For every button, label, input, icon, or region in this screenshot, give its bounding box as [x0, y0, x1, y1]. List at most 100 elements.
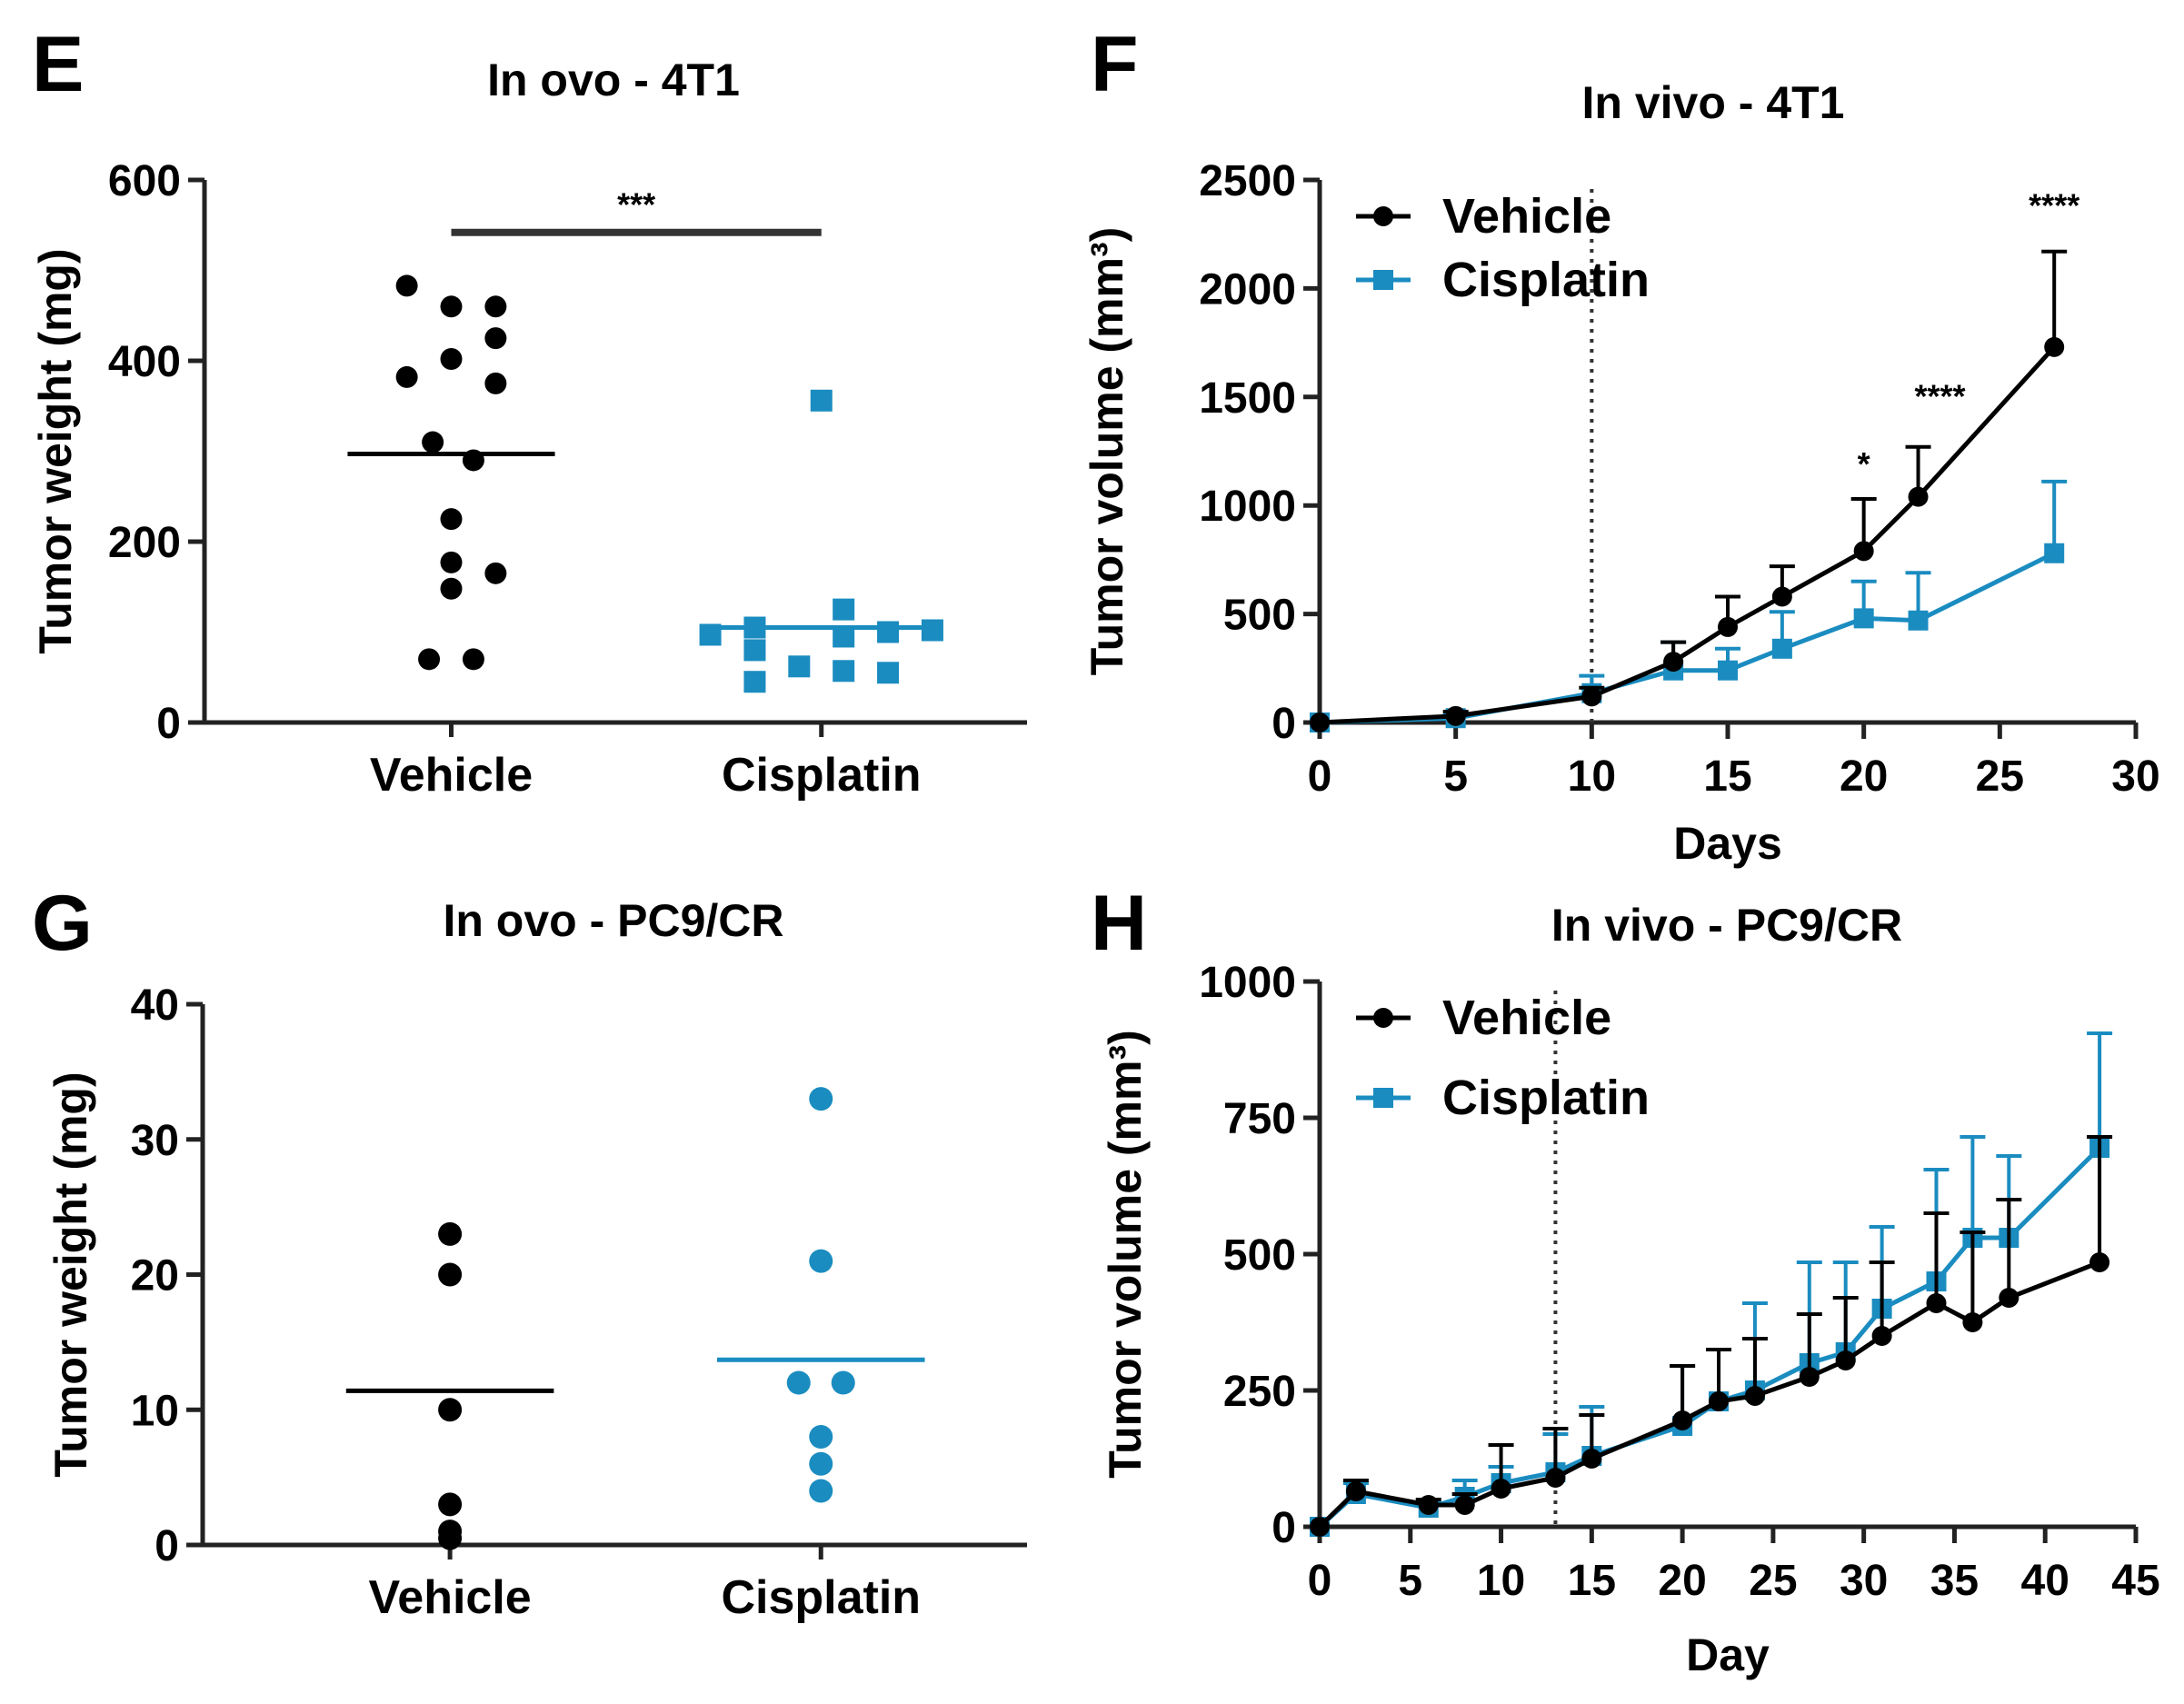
data-point — [788, 655, 811, 678]
significance-label: **** — [2029, 187, 2079, 224]
data-point — [877, 621, 900, 643]
panel-e: E In ovo - 4T1 0 200 400 600 Tumor weight (mg)… — [30, 21, 1027, 802]
x-category-label: Vehicle — [368, 1571, 531, 1624]
x-category-label: Vehicle — [370, 749, 533, 802]
y-tick-label: 0 — [156, 700, 181, 748]
y-tick-label: 600 — [108, 157, 181, 205]
data-point — [810, 389, 833, 412]
x-category-label: Cisplatin — [722, 749, 922, 802]
data-point — [1962, 1312, 1983, 1332]
chart-title: In ovo - PC9/CR — [443, 895, 783, 946]
data-point — [1581, 686, 1602, 707]
y-tick-label: 20 — [131, 1252, 179, 1300]
y-axis-label: Tumor volume (mm³) — [1100, 1030, 1151, 1479]
data-point — [786, 1370, 811, 1395]
y-tick-label: 1000 — [1199, 483, 1296, 531]
data-point — [484, 295, 507, 318]
data-point — [1835, 1350, 1856, 1370]
y-axis-label: Tumor volume (mm³) — [1082, 227, 1132, 676]
data-point — [438, 1262, 463, 1287]
data-point — [484, 372, 507, 394]
data-point — [921, 619, 943, 642]
data-point — [877, 662, 900, 684]
data-point — [440, 577, 463, 600]
panel-letter: E — [32, 21, 84, 108]
series-vehicle — [1310, 249, 2068, 732]
data-point — [1799, 1367, 1820, 1387]
legend-marker — [1373, 1008, 1393, 1028]
x-tick-label: 10 — [1568, 752, 1616, 801]
y-tick-label: 40 — [131, 982, 179, 1030]
significance-label: *** — [617, 186, 655, 224]
data-point — [395, 365, 418, 388]
data-point — [1545, 1468, 1566, 1488]
x-tick-label: 25 — [1976, 752, 2024, 801]
legend-marker — [1373, 206, 1393, 226]
data-point — [1491, 1479, 1511, 1499]
y-tick-label: 0 — [155, 1522, 179, 1570]
data-point — [438, 1492, 463, 1517]
data-point — [418, 648, 441, 671]
panel-letter: H — [1091, 880, 1147, 967]
data-point — [809, 1479, 833, 1503]
y-tick-label: 200 — [108, 519, 181, 567]
series-vehicle — [347, 274, 555, 671]
data-point — [833, 598, 855, 621]
data-point — [699, 623, 722, 646]
series-cisplatin — [1310, 1031, 2113, 1537]
data-point — [833, 660, 855, 683]
data-point — [395, 274, 418, 297]
x-tick-label: 20 — [1658, 1557, 1706, 1605]
y-tick-label: 750 — [1223, 1095, 1296, 1143]
data-point — [1445, 705, 1466, 726]
data-point — [809, 1087, 833, 1111]
series-line — [1318, 1146, 2101, 1529]
x-tick-label: 5 — [1443, 752, 1468, 801]
data-point — [831, 1370, 855, 1395]
y-tick-label: 2000 — [1199, 265, 1296, 314]
data-point — [1581, 1449, 1602, 1469]
series-cisplatin — [716, 1087, 925, 1503]
data-point — [440, 295, 463, 318]
panel-g: G In ovo - PC9/CR 0 10 20 30 40 Tumor weight (m… — [32, 880, 1027, 1624]
data-point — [1871, 1326, 1892, 1346]
data-point — [1926, 1293, 1947, 1313]
y-tick-label: 10 — [131, 1387, 179, 1435]
data-point — [1672, 1410, 1693, 1430]
data-point — [1744, 1386, 1765, 1406]
data-point — [462, 648, 484, 671]
series-vehicle — [345, 1221, 554, 1550]
data-point — [809, 1249, 833, 1273]
x-axis-label: Day — [1686, 1629, 1770, 1680]
data-point — [1454, 1495, 1475, 1515]
series-vehicle — [1310, 1135, 2113, 1537]
legend-label: Vehicle — [1442, 189, 1611, 244]
y-tick-label: 2500 — [1199, 157, 1296, 205]
data-point — [440, 508, 463, 531]
panel-letter: G — [32, 880, 93, 967]
y-tick-label: 30 — [131, 1117, 179, 1165]
x-tick-label: 5 — [1398, 1557, 1422, 1605]
y-tick-label: 0 — [1272, 1504, 1296, 1552]
data-point — [1345, 1481, 1366, 1501]
data-point — [1853, 541, 1874, 562]
legend-label: Vehicle — [1442, 991, 1611, 1045]
data-point — [422, 431, 444, 453]
y-axis-label: Tumor weight (mg) — [45, 1071, 96, 1477]
data-point — [438, 1221, 463, 1246]
significance-label: * — [1858, 445, 1870, 483]
x-axis-label: Days — [1673, 818, 1782, 869]
legend-label: Cisplatin — [1442, 253, 1650, 307]
x-tick-label: 10 — [1477, 1557, 1525, 1605]
legend-marker — [1373, 1088, 1393, 1108]
series-line — [1319, 551, 2056, 725]
x-tick-label: 15 — [1703, 752, 1751, 801]
data-point — [743, 639, 766, 662]
data-point — [1908, 610, 1929, 631]
data-point — [1718, 616, 1738, 637]
data-point — [1999, 1288, 2019, 1308]
data-point — [2044, 543, 2065, 563]
data-point — [1418, 1495, 1439, 1515]
panel-letter: F — [1091, 21, 1139, 108]
